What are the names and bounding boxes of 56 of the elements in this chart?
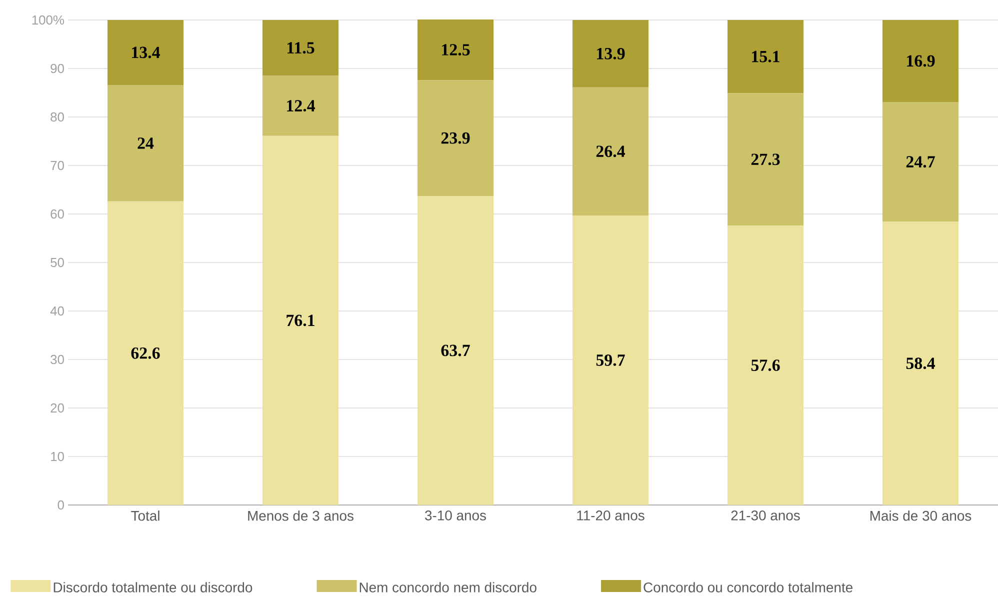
bar (262, 136, 338, 505)
bar (728, 93, 804, 226)
y-tick-label: 50 (50, 258, 64, 268)
data-label: 62.6 (131, 347, 160, 359)
bar (418, 20, 494, 80)
y-tick-label: 100% (32, 15, 64, 25)
bar (572, 215, 649, 505)
data-label: 24 (138, 138, 154, 149)
legend-label: Concordo ou concordo totalmente (644, 582, 852, 592)
bar (572, 20, 649, 88)
data-label: 23.9 (441, 132, 470, 144)
y-tick-label: 70 (50, 160, 64, 170)
data-label: 58.4 (906, 358, 936, 370)
y-tick-label: 30 (50, 354, 64, 364)
data-label: 59.7 (596, 354, 625, 366)
y-tick-label: 80 (50, 112, 64, 122)
x-tick-label: Mais de 30 anos (870, 510, 972, 521)
legend-label: Nem concordo nem discordo (360, 582, 536, 592)
x-tick-label: Total (131, 510, 160, 521)
data-label: 24.7 (906, 156, 935, 168)
bar (572, 87, 649, 216)
data-label: 16.9 (907, 55, 935, 67)
bar (262, 76, 338, 136)
data-label: 12.5 (442, 44, 470, 56)
data-label: 11.5 (288, 42, 314, 54)
bar (108, 84, 184, 202)
bar (882, 222, 959, 505)
data-label: 63.7 (441, 344, 470, 356)
bar (882, 20, 959, 102)
legend-label: Discordo totalmente ou discordo (54, 582, 252, 592)
data-label: 13.9 (597, 48, 625, 60)
y-tick-label: 10 (51, 452, 64, 462)
y-tick-label: 60 (50, 209, 64, 219)
x-tick-label: Menos de 3 anos (248, 510, 354, 521)
bar (418, 80, 494, 196)
data-label: 27.3 (751, 154, 780, 166)
y-tick-label: 90 (50, 64, 64, 74)
x-tick-label: 21-30 anos (731, 510, 800, 520)
bar (728, 20, 804, 94)
bar (418, 196, 494, 505)
data-label: 15.1 (752, 50, 780, 62)
bar (882, 102, 959, 222)
data-label: 13.4 (132, 46, 160, 58)
bar (262, 20, 338, 76)
x-tick-label: 3-10 anos (425, 510, 486, 520)
bar (108, 20, 184, 85)
y-tick-label: 20 (50, 403, 64, 413)
y-tick-label: 40 (50, 306, 64, 316)
data-label: 26.4 (596, 146, 626, 158)
x-tick-label: 11-20 anos (577, 510, 644, 520)
data-label: 76.1 (286, 314, 314, 326)
data-label: 57.6 (751, 360, 780, 372)
bar (108, 201, 184, 505)
bar (728, 226, 804, 505)
data-label: 12.4 (287, 100, 316, 112)
y-tick-label: 0 (58, 500, 64, 510)
